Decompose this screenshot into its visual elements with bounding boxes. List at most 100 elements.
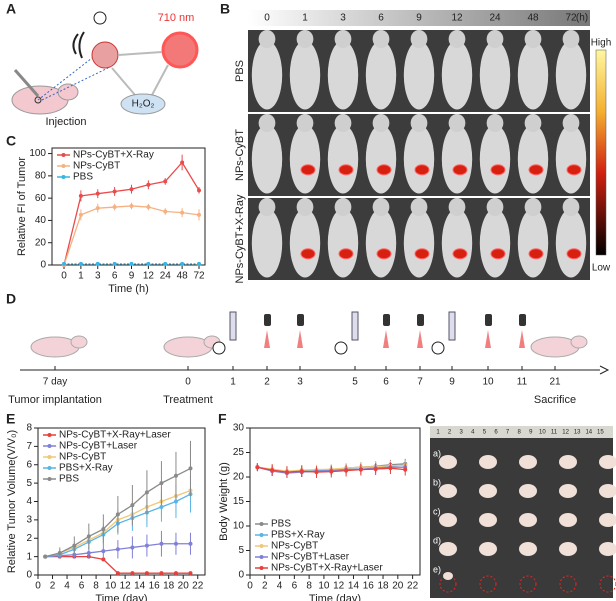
point [72,543,77,548]
y-tick-label: 6 [26,459,32,470]
ruler-label: 13 [574,430,581,436]
laser-beam [264,330,270,348]
laser-beam [297,330,303,348]
radiation [212,341,226,355]
mouse [517,208,549,278]
mouse [441,208,473,278]
signal [338,248,354,260]
signal [490,248,506,260]
panel-a-art [11,11,199,115]
tumor [559,542,577,556]
mouse-head [524,114,542,132]
x-tick-label: 0 [61,271,67,282]
x-tick-label: 2 [262,581,268,592]
y-tick-label: 8 [26,423,32,434]
x-tick-label: 6 [79,581,85,592]
point [78,261,83,266]
panel-letter: F [218,411,227,427]
point [43,554,48,559]
legend-marker [47,466,52,470]
point [159,505,164,510]
mouse-head [562,198,580,216]
time-label: 1 [302,13,308,24]
mouse-head [486,198,504,216]
mouse [555,208,587,278]
mouse-head [524,30,542,48]
signal [300,164,316,176]
tumor [559,455,577,469]
y-axis-label: Relative Tumor Volume(V/V₀) [6,430,18,573]
signal [566,248,582,260]
point [101,557,106,562]
day-label: 2 [264,377,270,388]
mouse [403,124,435,194]
time-label: 24 [489,13,501,24]
panel-letter: C [6,133,16,149]
tumor [599,455,616,469]
point [159,481,164,486]
ruler-label: 1 [436,430,440,436]
day-label: 11 [517,377,528,388]
point [173,499,178,504]
x-tick-label: 48 [177,271,189,282]
mouse-head [448,30,466,48]
mouse-head [570,335,588,349]
point [163,261,168,266]
x-tick-label: 2 [50,581,56,592]
point [130,571,135,576]
point [388,466,393,471]
time-label: 72 [565,13,577,24]
mouse-head [448,114,466,132]
ruler-label: 7 [506,430,510,436]
point [314,470,319,475]
day-label: 7 [417,377,423,388]
tumor [519,542,537,556]
mouse [289,124,321,194]
injection-label: Injection [46,116,87,128]
legend-marker [61,153,66,157]
x-axis-label: Time (day) [95,593,147,601]
legend-label: NPs-CyBT [271,541,318,552]
y-tick-label: 3 [26,515,32,526]
point [146,261,151,266]
ruler-label: 3 [460,430,464,436]
point [95,206,100,211]
y-tick-label: 5 [26,478,32,489]
laser [383,314,390,326]
point [163,209,168,214]
mouse-head [448,198,466,216]
y-tick-label: 1 [26,551,32,562]
tumor [479,455,497,469]
legend-marker [47,444,52,448]
timeline-arrow [599,365,610,375]
y-tick-label: 0 [238,570,244,581]
tumor [559,513,577,527]
panel-letter: A [6,1,16,17]
point [188,466,193,471]
x-tick-label: 12 [333,581,345,592]
x-tick-label: 22 [407,581,419,592]
legend-label: PBS+X-Ray [59,463,113,474]
point [197,261,201,266]
mouse [403,208,435,278]
tumor [439,455,457,469]
point [101,549,106,554]
x-tick-label: 72 [193,271,205,282]
point [180,210,185,215]
time-label: 48 [527,13,539,24]
mouse-head [296,198,314,216]
legend-marker [259,566,264,570]
ruler-label: 11 [551,430,558,436]
mouse-head [258,114,276,132]
point [163,179,168,184]
y-tick-label: 40 [35,215,47,226]
mouse-head [258,30,276,48]
legend-marker [47,433,52,437]
day-label: 9 [449,377,455,388]
point [344,468,349,473]
point [129,203,134,208]
colorbar [595,49,607,256]
mouse-head [562,114,580,132]
y-tick-label: 7 [26,441,32,452]
ruler-label: 6 [494,430,498,436]
